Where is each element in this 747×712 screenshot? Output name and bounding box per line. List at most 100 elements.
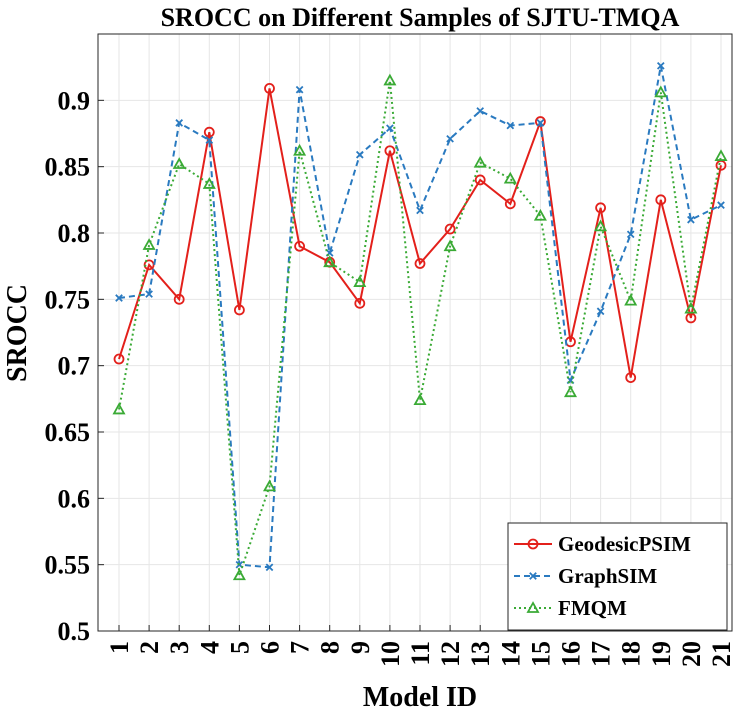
x-tick-label: 19	[647, 641, 676, 667]
data-point-fmqm	[533, 208, 547, 221]
marker-stroke	[506, 121, 515, 130]
data-point-geodesicpsim	[444, 223, 456, 235]
x-tick-label: 13	[466, 641, 495, 667]
chart-title: SROCC on Different Samples of SJTU-TMQA	[161, 3, 680, 32]
series-line-graphsim	[118, 65, 722, 569]
data-point-fmqm	[443, 239, 457, 252]
data-point-fmqm	[112, 402, 126, 415]
y-tick-label: 0.8	[58, 219, 91, 248]
y-tick-labels: 0.5 0.55 0.6 0.65 0.7 0.75 0.8 0.85 0.9	[45, 86, 91, 646]
x-tick-labels: 1 2 3 4 5 6 7 8 9 10 11 12 13 14 15 16 17 18 19 20 21	[105, 641, 736, 667]
x-axis-label: Model ID	[363, 682, 477, 712]
data-point-geodesicpsim	[173, 293, 185, 305]
marker-stroke	[536, 119, 545, 127]
data-point-fmqm	[654, 85, 668, 98]
data-point-graphsim	[656, 62, 665, 70]
data-point-graphsim	[687, 215, 695, 224]
legend-label-graphsim: GraphSIM	[558, 564, 657, 588]
x-tick-label: 14	[496, 641, 525, 667]
series-graphsim	[115, 62, 725, 572]
series-geodesicpsim	[113, 82, 727, 384]
marker-stroke	[687, 215, 695, 224]
legend: GeodesicPSIM GraphSIM FMQM	[507, 522, 728, 631]
data-point-geodesicpsim	[655, 194, 667, 206]
marker-stroke	[175, 119, 184, 127]
data-point-fmqm	[473, 155, 487, 168]
data-point-fmqm	[202, 177, 216, 189]
data-point-fmqm	[563, 385, 578, 398]
data-point-geodesicpsim	[474, 174, 486, 186]
x-tick-label: 12	[436, 641, 465, 667]
marker-stroke	[295, 85, 304, 94]
marker-stroke	[596, 307, 605, 316]
data-point-graphsim	[596, 307, 605, 316]
x-tick-label: 3	[165, 641, 194, 654]
data-point-graphsim	[717, 201, 725, 209]
marker-stroke	[265, 563, 274, 572]
series-line-fmqm	[118, 80, 722, 576]
marker-stroke	[529, 572, 537, 580]
x-tick-label: 15	[526, 641, 555, 667]
y-tick-label: 0.9	[58, 86, 91, 115]
data-point-graphsim	[506, 121, 515, 130]
marker-stroke	[205, 136, 214, 144]
data-point-graphsim	[205, 136, 214, 144]
data-point-fmqm	[413, 393, 427, 406]
data-point-fmqm	[714, 149, 728, 161]
data-point-graphsim	[145, 290, 153, 298]
x-tick-label: 18	[617, 641, 646, 667]
x-tick-label: 4	[195, 641, 224, 654]
plot-frame	[97, 33, 733, 632]
y-tick-label: 0.75	[45, 285, 91, 314]
data-point-geodesicpsim	[233, 304, 245, 316]
data-point-graphsim	[175, 119, 184, 127]
marker-stroke	[656, 62, 665, 70]
data-point-geodesicpsim	[625, 372, 637, 384]
data-point-fmqm	[684, 301, 698, 314]
data-point-graphsim	[295, 85, 304, 94]
marker-stroke	[476, 107, 485, 115]
series-group	[112, 62, 728, 581]
data-point-graphsim	[626, 230, 635, 239]
data-point-geodesicpsim	[384, 145, 396, 157]
data-point-fmqm	[293, 143, 307, 156]
x-tick-label: 10	[376, 641, 405, 667]
y-tick-label: 0.6	[58, 484, 91, 513]
legend-label-fmqm: FMQM	[558, 596, 627, 620]
x-tick-label: 5	[225, 641, 254, 654]
data-point-fmqm	[323, 255, 337, 268]
data-point-fmqm	[353, 275, 367, 287]
data-point-geodesicpsim	[113, 353, 125, 365]
data-point-geodesicpsim	[414, 258, 426, 269]
x-tick-label: 21	[707, 641, 736, 667]
data-point-graphsim	[416, 206, 424, 215]
x-tick-label: 11	[406, 641, 435, 666]
x-tick-label: 7	[286, 641, 315, 654]
legend-label-geodesicpsim: GeodesicPSIM	[558, 532, 691, 556]
y-axis-label: SROCC	[2, 284, 33, 382]
marker-stroke	[115, 294, 123, 302]
x-tick-label: 1	[105, 641, 134, 654]
data-point-graphsim	[446, 134, 454, 143]
data-point-graphsim	[115, 294, 123, 302]
x-tick-label: 2	[135, 641, 164, 654]
data-point-fmqm	[503, 171, 517, 184]
data-point-fmqm	[594, 219, 608, 232]
data-point-fmqm	[232, 568, 246, 581]
y-tick-label: 0.85	[45, 153, 91, 182]
data-point-geodesicpsim	[294, 240, 306, 252]
y-tick-label: 0.55	[45, 551, 91, 580]
data-point-graphsim	[265, 563, 274, 572]
data-point-fmqm	[142, 238, 156, 250]
marker-stroke	[145, 290, 153, 298]
data-point-graphsim	[386, 124, 394, 133]
data-point-fmqm	[172, 157, 186, 169]
marker-stroke	[626, 230, 635, 239]
x-tick-label: 8	[316, 641, 345, 654]
y-tick-label: 0.65	[45, 418, 91, 447]
marker-stroke	[446, 134, 454, 143]
x-tick-label: 6	[256, 641, 285, 654]
data-point-graphsim	[355, 150, 364, 159]
x-tick-label: 16	[557, 641, 586, 667]
